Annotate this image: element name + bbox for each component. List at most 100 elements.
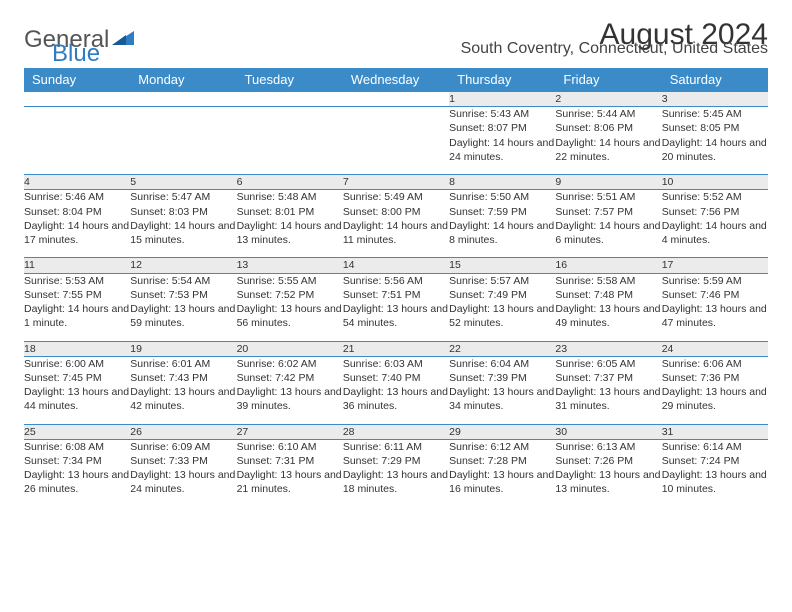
daylight-line: Daylight: 13 hours and 49 minutes. [555,302,661,330]
day-detail-cell: Sunrise: 6:03 AMSunset: 7:40 PMDaylight:… [343,356,449,424]
day-detail-row: Sunrise: 5:46 AMSunset: 8:04 PMDaylight:… [24,190,768,258]
sunset-line: Sunset: 7:26 PM [555,454,661,468]
day-detail-cell: Sunrise: 5:49 AMSunset: 8:00 PMDaylight:… [343,190,449,258]
day-detail-cell: Sunrise: 5:59 AMSunset: 7:46 PMDaylight:… [662,273,768,341]
daylight-line: Daylight: 13 hours and 13 minutes. [555,468,661,496]
day-detail-cell [24,107,130,175]
day-detail-cell: Sunrise: 5:48 AMSunset: 8:01 PMDaylight:… [237,190,343,258]
day-detail-cell: Sunrise: 5:53 AMSunset: 7:55 PMDaylight:… [24,273,130,341]
weekday-header-row: SundayMondayTuesdayWednesdayThursdayFrid… [24,68,768,92]
daylight-line: Daylight: 13 hours and 10 minutes. [662,468,768,496]
day-detail-cell: Sunrise: 5:55 AMSunset: 7:52 PMDaylight:… [237,273,343,341]
day-detail-row: Sunrise: 6:08 AMSunset: 7:34 PMDaylight:… [24,439,768,507]
day-detail-cell: Sunrise: 5:45 AMSunset: 8:05 PMDaylight:… [662,107,768,175]
location-text: South Coventry, Connecticut, United Stat… [461,40,768,58]
day-number-cell: 20 [237,341,343,356]
sunset-line: Sunset: 7:29 PM [343,454,449,468]
sunrise-line: Sunrise: 5:51 AM [555,190,661,204]
weekday-header: Saturday [662,68,768,92]
day-number-cell: 10 [662,175,768,190]
sunrise-line: Sunrise: 6:04 AM [449,357,555,371]
sunset-line: Sunset: 7:46 PM [662,288,768,302]
day-detail-cell [130,107,236,175]
sunset-line: Sunset: 7:43 PM [130,371,236,385]
sunrise-line: Sunrise: 6:00 AM [24,357,130,371]
sunset-line: Sunset: 8:05 PM [662,121,768,135]
sunset-line: Sunset: 7:51 PM [343,288,449,302]
day-detail-cell: Sunrise: 5:46 AMSunset: 8:04 PMDaylight:… [24,190,130,258]
brand-line2: Blue [24,40,100,68]
sunset-line: Sunset: 7:33 PM [130,454,236,468]
calendar-body: 123 Sunrise: 5:43 AMSunset: 8:07 PMDayli… [24,92,768,508]
day-number-row: 123 [24,92,768,107]
day-number-cell [24,92,130,107]
day-number-cell: 27 [237,424,343,439]
day-detail-cell: Sunrise: 6:02 AMSunset: 7:42 PMDaylight:… [237,356,343,424]
day-number-cell: 25 [24,424,130,439]
sunset-line: Sunset: 7:48 PM [555,288,661,302]
daylight-line: Daylight: 13 hours and 47 minutes. [662,302,768,330]
day-number-cell: 6 [237,175,343,190]
day-number-cell: 11 [24,258,130,273]
brand-triangle-icon [112,26,134,54]
weekday-header: Wednesday [343,68,449,92]
sunset-line: Sunset: 7:57 PM [555,205,661,219]
day-number-cell: 18 [24,341,130,356]
daylight-line: Daylight: 14 hours and 6 minutes. [555,219,661,247]
daylight-line: Daylight: 13 hours and 39 minutes. [237,385,343,413]
sunrise-line: Sunrise: 6:12 AM [449,440,555,454]
day-detail-cell: Sunrise: 5:58 AMSunset: 7:48 PMDaylight:… [555,273,661,341]
day-number-cell: 4 [24,175,130,190]
daylight-line: Daylight: 13 hours and 16 minutes. [449,468,555,496]
day-detail-cell: Sunrise: 6:12 AMSunset: 7:28 PMDaylight:… [449,439,555,507]
day-number-cell: 13 [237,258,343,273]
day-number-cell [130,92,236,107]
daylight-line: Daylight: 14 hours and 22 minutes. [555,136,661,164]
sunset-line: Sunset: 7:55 PM [24,288,130,302]
calendar-table: SundayMondayTuesdayWednesdayThursdayFrid… [24,68,768,507]
sunrise-line: Sunrise: 6:08 AM [24,440,130,454]
sunset-line: Sunset: 7:53 PM [130,288,236,302]
day-number-row: 18192021222324 [24,341,768,356]
sunset-line: Sunset: 8:06 PM [555,121,661,135]
sunset-line: Sunset: 7:42 PM [237,371,343,385]
daylight-line: Daylight: 14 hours and 8 minutes. [449,219,555,247]
day-number-cell: 8 [449,175,555,190]
day-detail-cell: Sunrise: 5:44 AMSunset: 8:06 PMDaylight:… [555,107,661,175]
sunrise-line: Sunrise: 5:52 AM [662,190,768,204]
sunrise-line: Sunrise: 5:45 AM [662,107,768,121]
daylight-line: Daylight: 13 hours and 34 minutes. [449,385,555,413]
day-number-cell: 28 [343,424,449,439]
daylight-line: Daylight: 14 hours and 17 minutes. [24,219,130,247]
daylight-line: Daylight: 13 hours and 29 minutes. [662,385,768,413]
day-number-row: 25262728293031 [24,424,768,439]
day-detail-cell: Sunrise: 5:50 AMSunset: 7:59 PMDaylight:… [449,190,555,258]
daylight-line: Daylight: 13 hours and 52 minutes. [449,302,555,330]
day-number-row: 11121314151617 [24,258,768,273]
sunrise-line: Sunrise: 6:03 AM [343,357,449,371]
day-number-cell: 23 [555,341,661,356]
day-number-row: 45678910 [24,175,768,190]
day-number-cell: 16 [555,258,661,273]
day-detail-cell: Sunrise: 6:08 AMSunset: 7:34 PMDaylight:… [24,439,130,507]
day-detail-cell: Sunrise: 5:56 AMSunset: 7:51 PMDaylight:… [343,273,449,341]
day-number-cell: 30 [555,424,661,439]
daylight-line: Daylight: 14 hours and 15 minutes. [130,219,236,247]
sunrise-line: Sunrise: 5:59 AM [662,274,768,288]
sunrise-line: Sunrise: 5:56 AM [343,274,449,288]
day-number-cell: 2 [555,92,661,107]
daylight-line: Daylight: 13 hours and 18 minutes. [343,468,449,496]
sunset-line: Sunset: 8:03 PM [130,205,236,219]
day-number-cell: 29 [449,424,555,439]
day-number-cell: 26 [130,424,236,439]
sunrise-line: Sunrise: 6:13 AM [555,440,661,454]
sunset-line: Sunset: 8:01 PM [237,205,343,219]
daylight-line: Daylight: 14 hours and 1 minute. [24,302,130,330]
day-detail-cell: Sunrise: 6:09 AMSunset: 7:33 PMDaylight:… [130,439,236,507]
sunrise-line: Sunrise: 5:53 AM [24,274,130,288]
sunrise-line: Sunrise: 6:05 AM [555,357,661,371]
day-number-cell: 1 [449,92,555,107]
sunset-line: Sunset: 7:52 PM [237,288,343,302]
day-detail-row: Sunrise: 5:43 AMSunset: 8:07 PMDaylight:… [24,107,768,175]
day-number-cell: 22 [449,341,555,356]
